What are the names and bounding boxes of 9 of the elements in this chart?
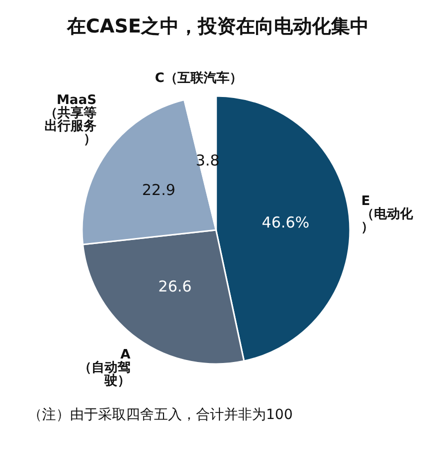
data-label: 46.6% [262, 214, 310, 232]
data-label: 22.9 [142, 180, 176, 199]
slice-label: E（电动化） [361, 194, 414, 236]
text: （注）由于采取四舍五入，合计并非为100 [28, 407, 293, 423]
chart-title: 在CASE之中，投资在向电动化集中 [66, 16, 370, 38]
slice-label: MaaS（共享等出行服务） [44, 93, 96, 148]
slice-label: C（互联汽车） [154, 70, 242, 86]
slice-label: A（自动驾驶） [78, 347, 130, 388]
data-label: 26.6 [158, 278, 192, 296]
